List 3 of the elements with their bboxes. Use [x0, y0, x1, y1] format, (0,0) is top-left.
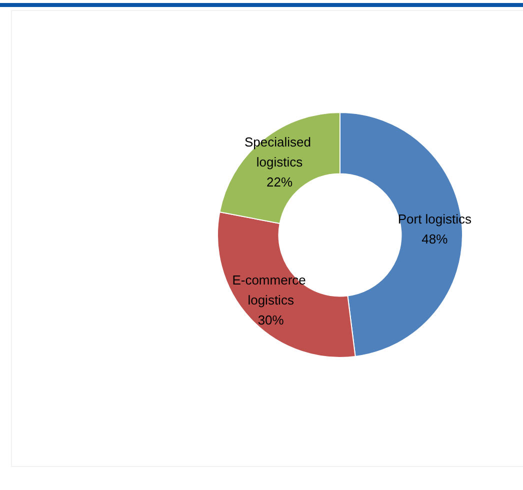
- data-label: 30%: [258, 312, 284, 328]
- data-label: 22%: [266, 174, 293, 190]
- data-label: 48%: [422, 232, 448, 247]
